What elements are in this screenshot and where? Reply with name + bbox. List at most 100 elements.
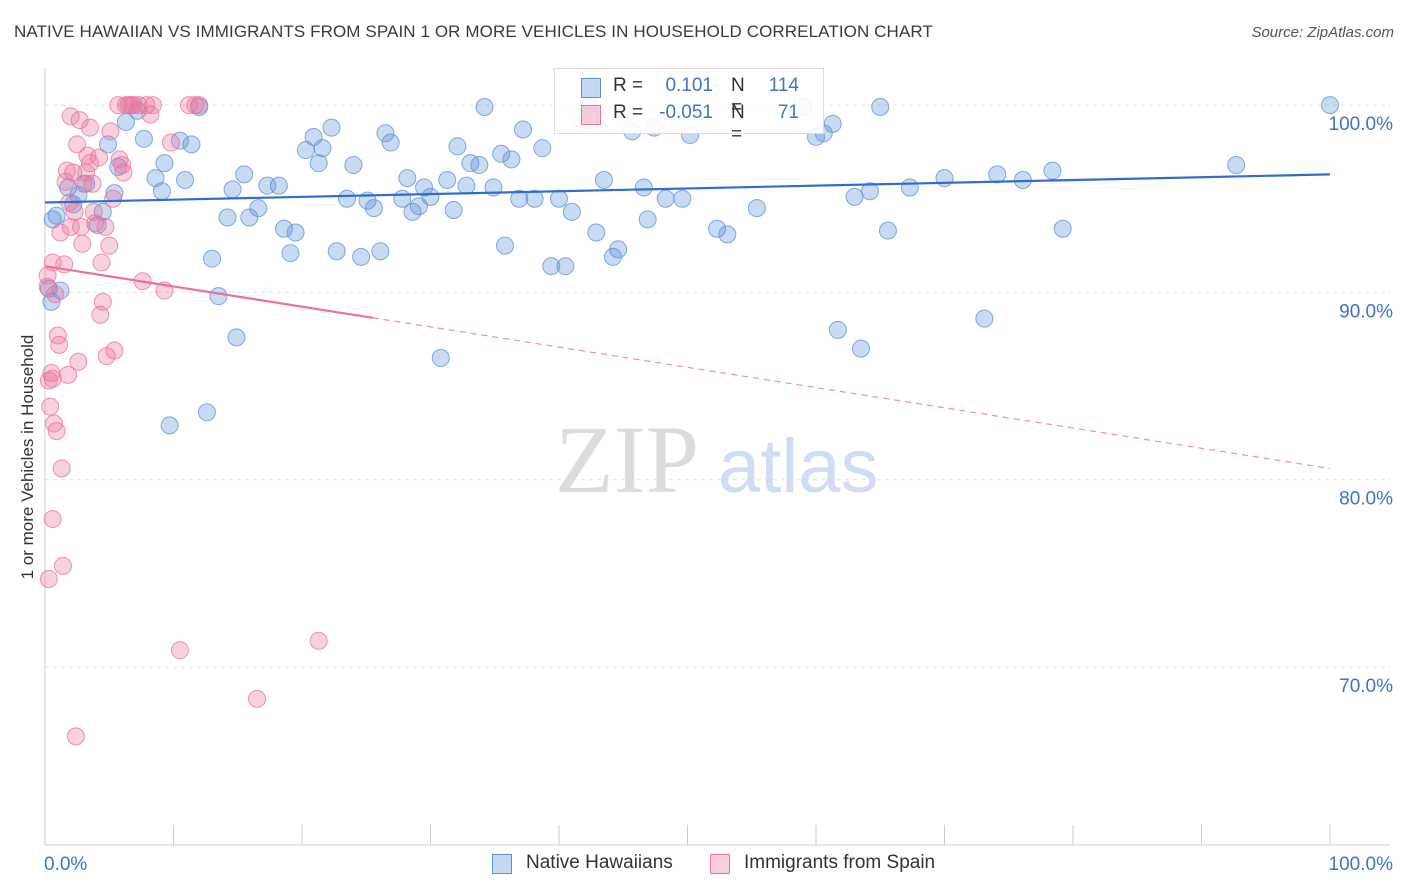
native-hawaiian-point <box>860 182 879 201</box>
native-hawaiian-point <box>594 171 613 190</box>
native-hawaiian-point <box>275 219 294 238</box>
native-hawaiian-point <box>492 144 511 163</box>
native-hawaiian-point <box>134 129 153 148</box>
y-tick-label: 80.0% <box>1339 489 1393 510</box>
immigrant-spain-point <box>170 641 189 660</box>
chart-title: NATIVE HAWAIIAN VS IMMIGRANTS FROM SPAIN… <box>14 22 933 41</box>
native-hawaiian-point <box>235 165 254 184</box>
native-hawaiian-point <box>510 189 529 208</box>
native-hawaiian-point <box>218 208 237 227</box>
native-hawaiian-point <box>146 169 165 188</box>
native-hawaiian-point <box>98 135 117 154</box>
immigrant-spain-point <box>51 223 70 242</box>
native-hawaiian-point <box>828 320 847 339</box>
native-hawaiian-point <box>673 189 692 208</box>
trend-line-immigrants-spain-dashed <box>372 317 1331 470</box>
native-hawaiian-point <box>47 206 66 225</box>
native-hawaiian-point <box>249 199 268 218</box>
native-hawaiian-point <box>371 242 390 261</box>
native-hawaiian-point <box>431 348 450 367</box>
native-hawaiian-point <box>851 339 870 358</box>
native-hawaiian-point <box>871 97 890 116</box>
legend-label: Immigrants from Spain <box>744 852 936 873</box>
native-hawaiian-point <box>182 135 201 154</box>
immigrant-spain-point <box>44 414 63 433</box>
immigrant-spain-point <box>39 570 58 589</box>
native-hawaiian-point <box>381 133 400 152</box>
native-hawaiian-point <box>1043 161 1062 180</box>
legend-n-label: N = <box>731 102 745 145</box>
y-tick-labels: 100.0% 90.0% 80.0% 70.0% <box>1329 114 1394 697</box>
data-points <box>38 96 1339 746</box>
immigrant-spain-point <box>43 510 62 529</box>
immigrant-spain-point <box>92 253 111 272</box>
immigrant-spain-point <box>105 341 124 360</box>
native-hawaiian-point <box>556 257 575 276</box>
immigrant-spain-point <box>69 352 88 371</box>
native-hawaiian-point <box>656 189 675 208</box>
source-credit: Source: ZipAtlas.com <box>1251 24 1394 41</box>
native-hawaiian-point <box>1227 156 1246 175</box>
axes <box>44 68 1390 846</box>
trend-line-native-hawaiians <box>44 173 1331 204</box>
native-hawaiian-point <box>421 187 440 206</box>
native-hawaiian-point <box>634 178 653 197</box>
native-hawaiian-point <box>398 169 417 188</box>
legend-swatch-pink <box>710 854 730 874</box>
immigrant-spain-point <box>309 631 328 650</box>
native-hawaiian-point <box>352 247 371 266</box>
y-axis-label: 1 or more Vehicles in Household <box>18 334 37 580</box>
native-hawaiian-point <box>457 176 476 195</box>
native-hawaiian-point <box>227 328 246 347</box>
legend-swatch-blue <box>492 854 512 874</box>
immigrant-spain-point <box>186 96 205 115</box>
immigrant-spain-point <box>179 96 198 115</box>
native-hawaiian-point <box>900 178 919 197</box>
native-hawaiian-point <box>823 114 842 133</box>
immigrant-spain-point <box>248 689 267 708</box>
immigrant-spain-point <box>93 292 112 311</box>
trend-lines <box>44 173 1331 470</box>
native-hawaiian-point <box>562 202 581 221</box>
native-hawaiian-point <box>514 120 533 139</box>
native-hawaiian-point <box>718 225 737 244</box>
immigrant-spain-point <box>109 96 128 115</box>
native-hawaiian-point <box>155 154 174 173</box>
native-hawaiian-point <box>475 97 494 116</box>
immigrant-spain-point <box>101 122 120 141</box>
legend-n-label: N = <box>731 75 745 118</box>
native-hawaiian-point <box>533 139 552 158</box>
immigrant-spain-point <box>78 146 97 165</box>
native-hawaiian-point <box>269 176 288 195</box>
native-hawaiian-point <box>197 403 216 422</box>
native-hawaiian-point <box>988 165 1007 184</box>
native-hawaiian-point <box>309 154 328 173</box>
native-hawaiian-point <box>313 139 332 158</box>
immigrant-spain-point <box>38 277 57 296</box>
native-hawaiian-point <box>975 309 994 328</box>
native-hawaiian-point <box>609 240 628 259</box>
legend-swatch-pink <box>581 105 601 125</box>
immigrant-spain-point <box>53 556 72 575</box>
native-hawaiian-point <box>542 257 561 276</box>
native-hawaiian-point <box>281 244 300 263</box>
watermark-atlas: atlas <box>718 424 879 509</box>
legend-n-value: 71 <box>777 102 799 123</box>
correlation-legend: R = 0.101 N = 114 R = -0.051 N = 71 <box>554 68 824 145</box>
legend-r-value: 0.101 <box>665 75 713 96</box>
legend-n-value: 114 <box>768 75 799 96</box>
immigrant-spain-point <box>47 422 66 441</box>
native-hawaiian-point <box>203 249 222 268</box>
native-hawaiian-point <box>170 131 189 150</box>
immigrant-spain-point <box>86 214 105 233</box>
y-tick-label: 90.0% <box>1339 301 1393 322</box>
native-hawaiian-point <box>747 199 766 218</box>
legend-swatch-blue <box>581 78 601 98</box>
native-hawaiian-point <box>470 156 489 175</box>
native-hawaiian-point <box>1053 219 1072 238</box>
immigrant-spain-point <box>137 96 156 115</box>
native-hawaiian-point <box>160 416 179 435</box>
immigrant-spain-point <box>73 234 92 253</box>
immigrant-spain-point <box>65 202 84 221</box>
